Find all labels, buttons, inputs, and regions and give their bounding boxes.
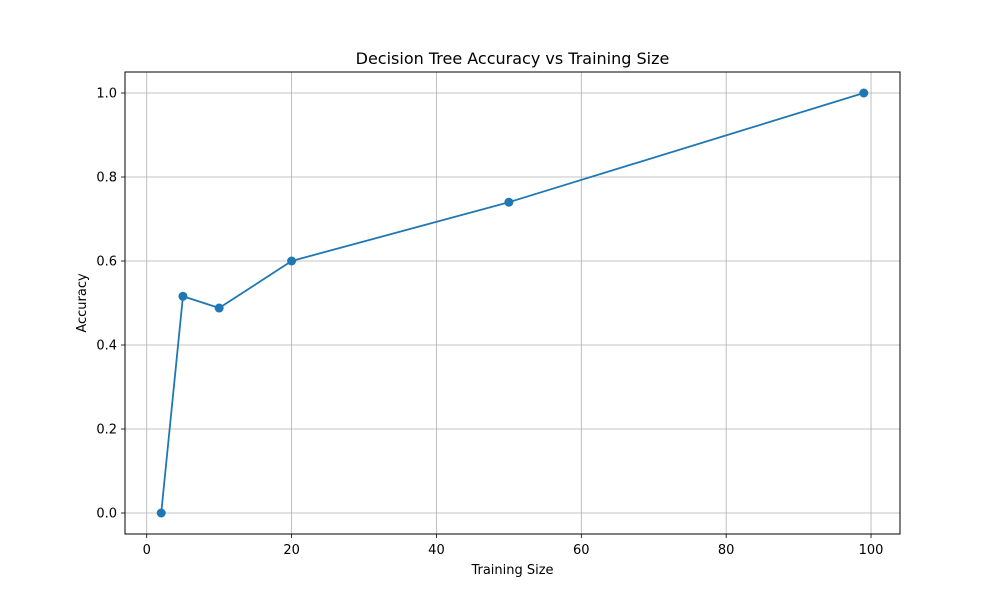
y-tick-label: 0.2 (96, 423, 117, 438)
x-tick-label: 40 (428, 543, 445, 558)
grid-lines (125, 72, 900, 534)
x-tick-label: 100 (859, 543, 884, 558)
axis-ticks: 0 20 40 60 80 100 0.0 0.2 0.4 0.6 0.8 1.0 (96, 87, 883, 559)
series-line (160, 92, 865, 514)
y-tick-label: 0.4 (96, 339, 117, 354)
axes-frame (124, 71, 901, 535)
data-point (859, 88, 869, 98)
x-tick-label: 0 (143, 543, 151, 558)
y-tick-label: 0.0 (96, 507, 117, 522)
data-point (504, 197, 514, 207)
y-tick-label: 0.8 (96, 171, 117, 186)
data-point (287, 256, 297, 266)
x-tick-label: 80 (718, 543, 735, 558)
x-tick-label: 20 (283, 543, 300, 558)
x-tick-label: 60 (573, 543, 590, 558)
data-point (156, 508, 166, 518)
x-axis-label: Training Size (470, 563, 553, 578)
chart-title: Decision Tree Accuracy vs Training Size (356, 49, 670, 68)
data-point (214, 303, 224, 313)
y-axis-label: Accuracy (75, 273, 90, 333)
y-tick-label: 0.6 (96, 255, 117, 270)
series-layer (156, 88, 869, 518)
data-point (178, 291, 188, 301)
y-tick-label: 1.0 (96, 87, 117, 102)
